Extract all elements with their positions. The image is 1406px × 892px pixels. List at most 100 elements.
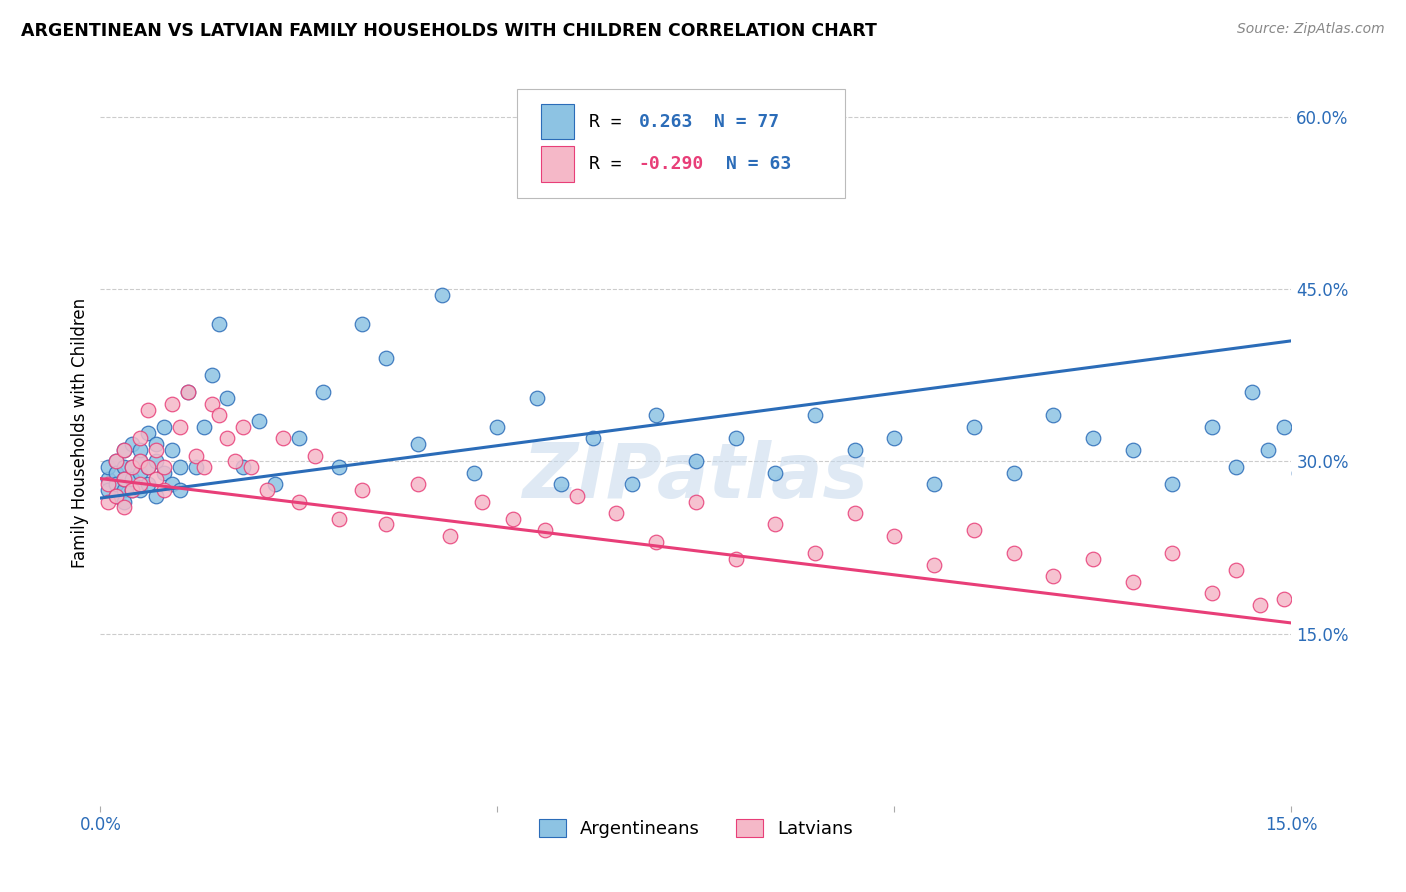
Point [430,288,453,302]
Point [169,483,191,497]
Point [169,460,191,475]
Point [406,437,429,451]
Point [105,489,128,503]
Point [288,494,311,508]
Point [582,431,605,445]
Text: R =: R = [589,112,633,130]
Point [112,500,135,515]
Point [1161,477,1184,491]
Point [1201,586,1223,600]
Point [1288,466,1310,480]
Text: N = 63: N = 63 [725,155,792,173]
Point [1122,574,1144,589]
Point [193,460,215,475]
Point [105,466,128,480]
Point [1081,431,1104,445]
Point [112,442,135,457]
Point [685,494,707,508]
Point [97,460,120,475]
Point [224,454,246,468]
Point [1225,460,1247,475]
Text: ARGENTINEAN VS LATVIAN FAMILY HOUSEHOLDS WITH CHILDREN CORRELATION CHART: ARGENTINEAN VS LATVIAN FAMILY HOUSEHOLDS… [21,22,877,40]
Point [184,460,207,475]
Point [160,442,183,457]
Point [406,477,429,491]
Point [565,489,588,503]
Point [112,483,135,497]
Point [136,460,159,475]
Point [844,506,866,520]
Point [463,466,485,480]
Point [763,466,786,480]
FancyBboxPatch shape [517,89,845,198]
Point [160,397,183,411]
Point [97,494,120,508]
Point [1122,442,1144,457]
Point [312,385,335,400]
Legend: Argentineans, Latvians: Argentineans, Latvians [531,812,860,846]
Point [153,460,176,475]
Bar [541,103,575,139]
Point [217,391,239,405]
Point [1042,569,1064,583]
Point [145,489,167,503]
Point [288,431,311,445]
Point [121,472,143,486]
Point [1257,442,1279,457]
Point [97,472,120,486]
Point [121,483,143,497]
Point [112,472,135,486]
Point [804,546,827,560]
Y-axis label: Family Households with Children: Family Households with Children [72,298,89,567]
Point [1312,248,1334,262]
Point [217,431,239,445]
Point [883,431,905,445]
Point [193,420,215,434]
Point [304,449,326,463]
Point [153,483,176,497]
Point [112,442,135,457]
Point [550,477,572,491]
Point [145,454,167,468]
Point [328,460,350,475]
Point [232,420,254,434]
Point [883,529,905,543]
Point [922,477,945,491]
Text: R =: R = [589,155,633,173]
Text: -0.290: -0.290 [638,155,704,173]
Point [375,351,398,365]
Point [247,414,270,428]
Point [645,534,668,549]
Point [176,385,198,400]
Point [1161,546,1184,560]
Text: 0.263: 0.263 [638,112,693,130]
Point [963,523,986,537]
Point [97,477,120,491]
Point [200,368,222,383]
Point [439,529,461,543]
Point [724,431,747,445]
Point [208,409,231,423]
Point [256,483,278,497]
Point [129,466,152,480]
Point [1002,546,1025,560]
Text: Source: ZipAtlas.com: Source: ZipAtlas.com [1237,22,1385,37]
Point [240,460,263,475]
Point [1303,397,1326,411]
Point [922,558,945,572]
Point [328,512,350,526]
Point [129,454,152,468]
Point [534,523,557,537]
Point [1225,563,1247,577]
Point [1081,552,1104,566]
Point [1320,649,1343,664]
Point [112,494,135,508]
Point [1240,385,1263,400]
Point [129,454,152,468]
Point [121,460,143,475]
Point [97,483,120,497]
Point [264,477,287,491]
Point [1249,598,1271,612]
Point [352,483,374,497]
Point [470,494,492,508]
